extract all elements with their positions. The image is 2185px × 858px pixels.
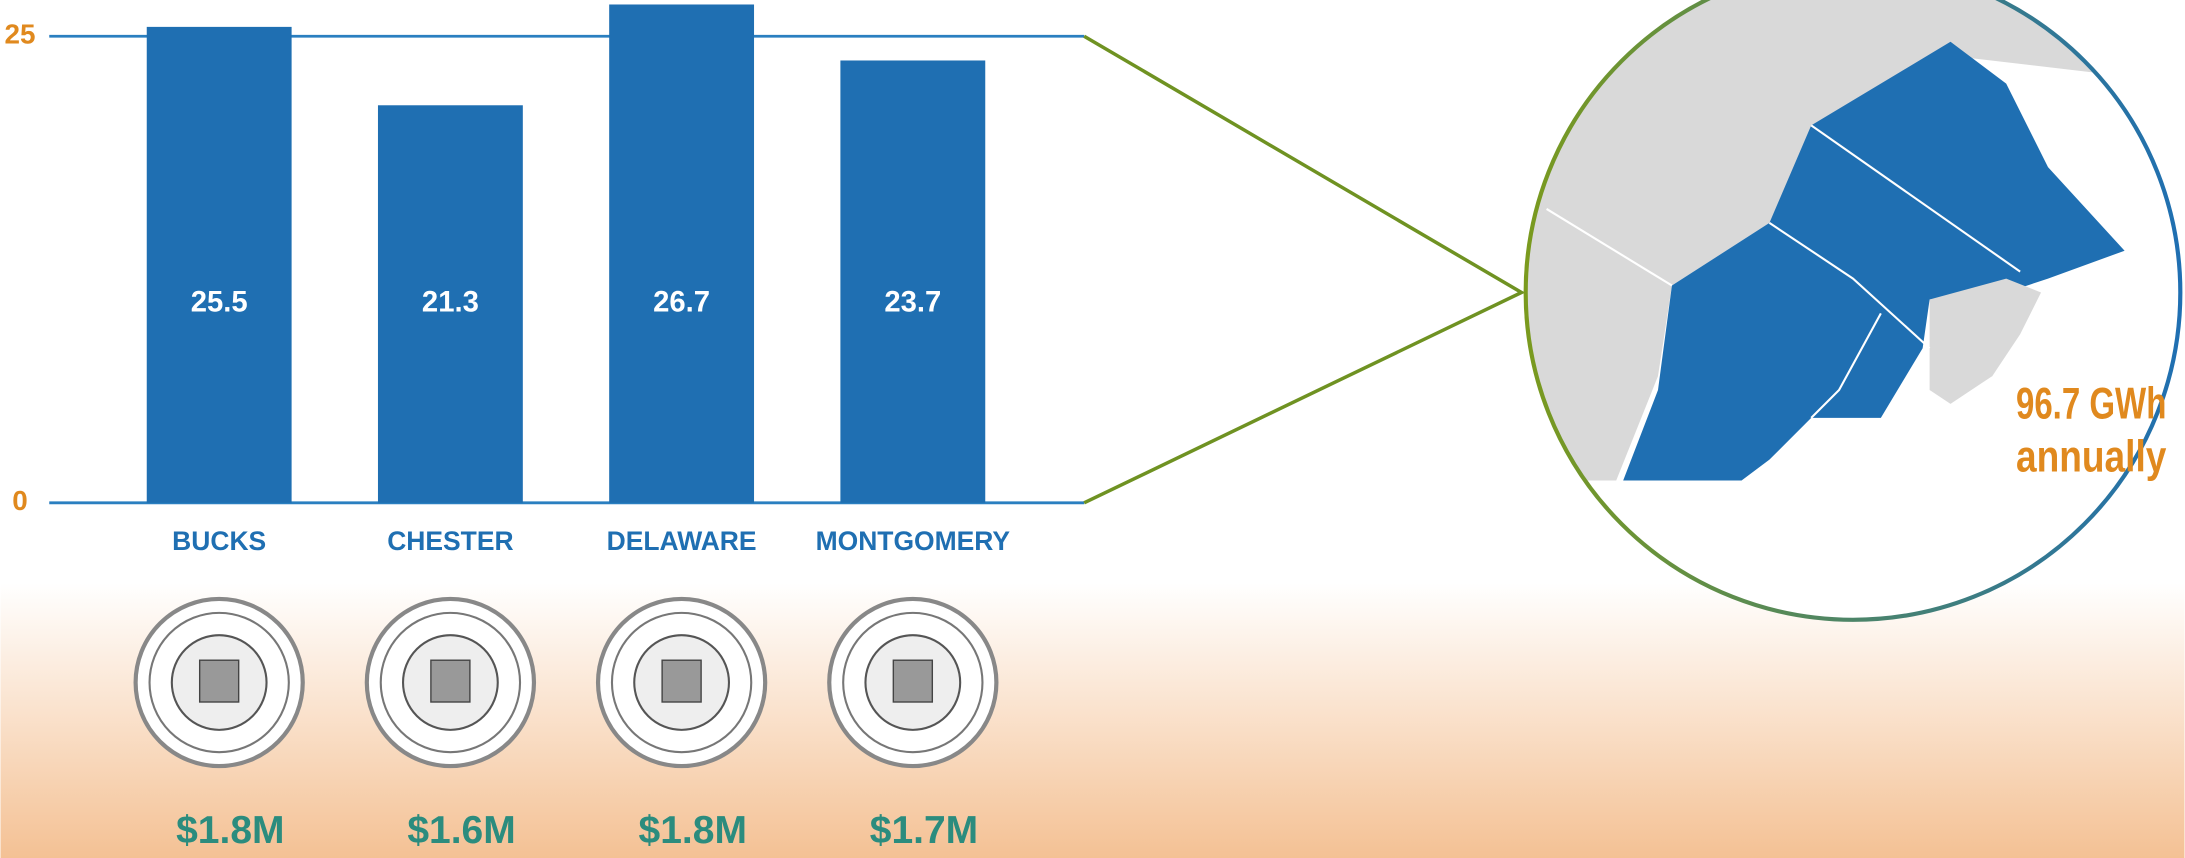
- seal-ring: [148, 611, 290, 754]
- x-tick-label: CHESTER: [387, 526, 513, 556]
- savings-label: $1.8M: [176, 809, 284, 852]
- county-seal: [364, 596, 537, 769]
- county-seal: [827, 596, 999, 769]
- seal-shield: [892, 659, 934, 703]
- bars: 25.5 BUCKS $1.8M 21.3 CHESTER $1.6M 26.7 DELAWA…: [133, 4, 1011, 852]
- savings-label: $1.7M: [870, 809, 978, 852]
- seal-shield: [198, 659, 240, 703]
- bar-value-label: 26.7: [653, 286, 710, 318]
- bar-value-label: 23.7: [884, 286, 941, 318]
- x-tick-label: DELAWARE: [607, 526, 757, 556]
- annotation: 96.7 GWh: [2016, 379, 2166, 428]
- bar-value-label: 21.3: [422, 286, 479, 318]
- county-seal: [133, 596, 305, 769]
- map-ring: [1523, 0, 2183, 622]
- annotation: annually: [2016, 432, 2167, 481]
- bar: [609, 4, 755, 503]
- zoom-lines: [1083, 34, 1526, 505]
- seal-shield: [430, 659, 471, 703]
- bar-value-label: 25.5: [191, 286, 248, 318]
- x-tick-label: MONTGOMERY: [816, 526, 1011, 556]
- y-tick-label: 0: [12, 485, 28, 516]
- seal-ring: [379, 611, 522, 754]
- county-seal: [595, 596, 768, 769]
- savings-label: $1.6M: [407, 809, 515, 852]
- savings-label: $1.8M: [639, 809, 747, 852]
- map: [1525, 0, 2181, 620]
- x-tick-label: BUCKS: [172, 526, 266, 556]
- bar: [377, 105, 523, 503]
- seal-shield: [661, 659, 702, 703]
- bar: [840, 60, 986, 503]
- y-tick-label: 25: [5, 19, 36, 50]
- bar: [146, 26, 292, 503]
- seal-ring: [610, 611, 753, 754]
- seal-ring: [842, 611, 984, 754]
